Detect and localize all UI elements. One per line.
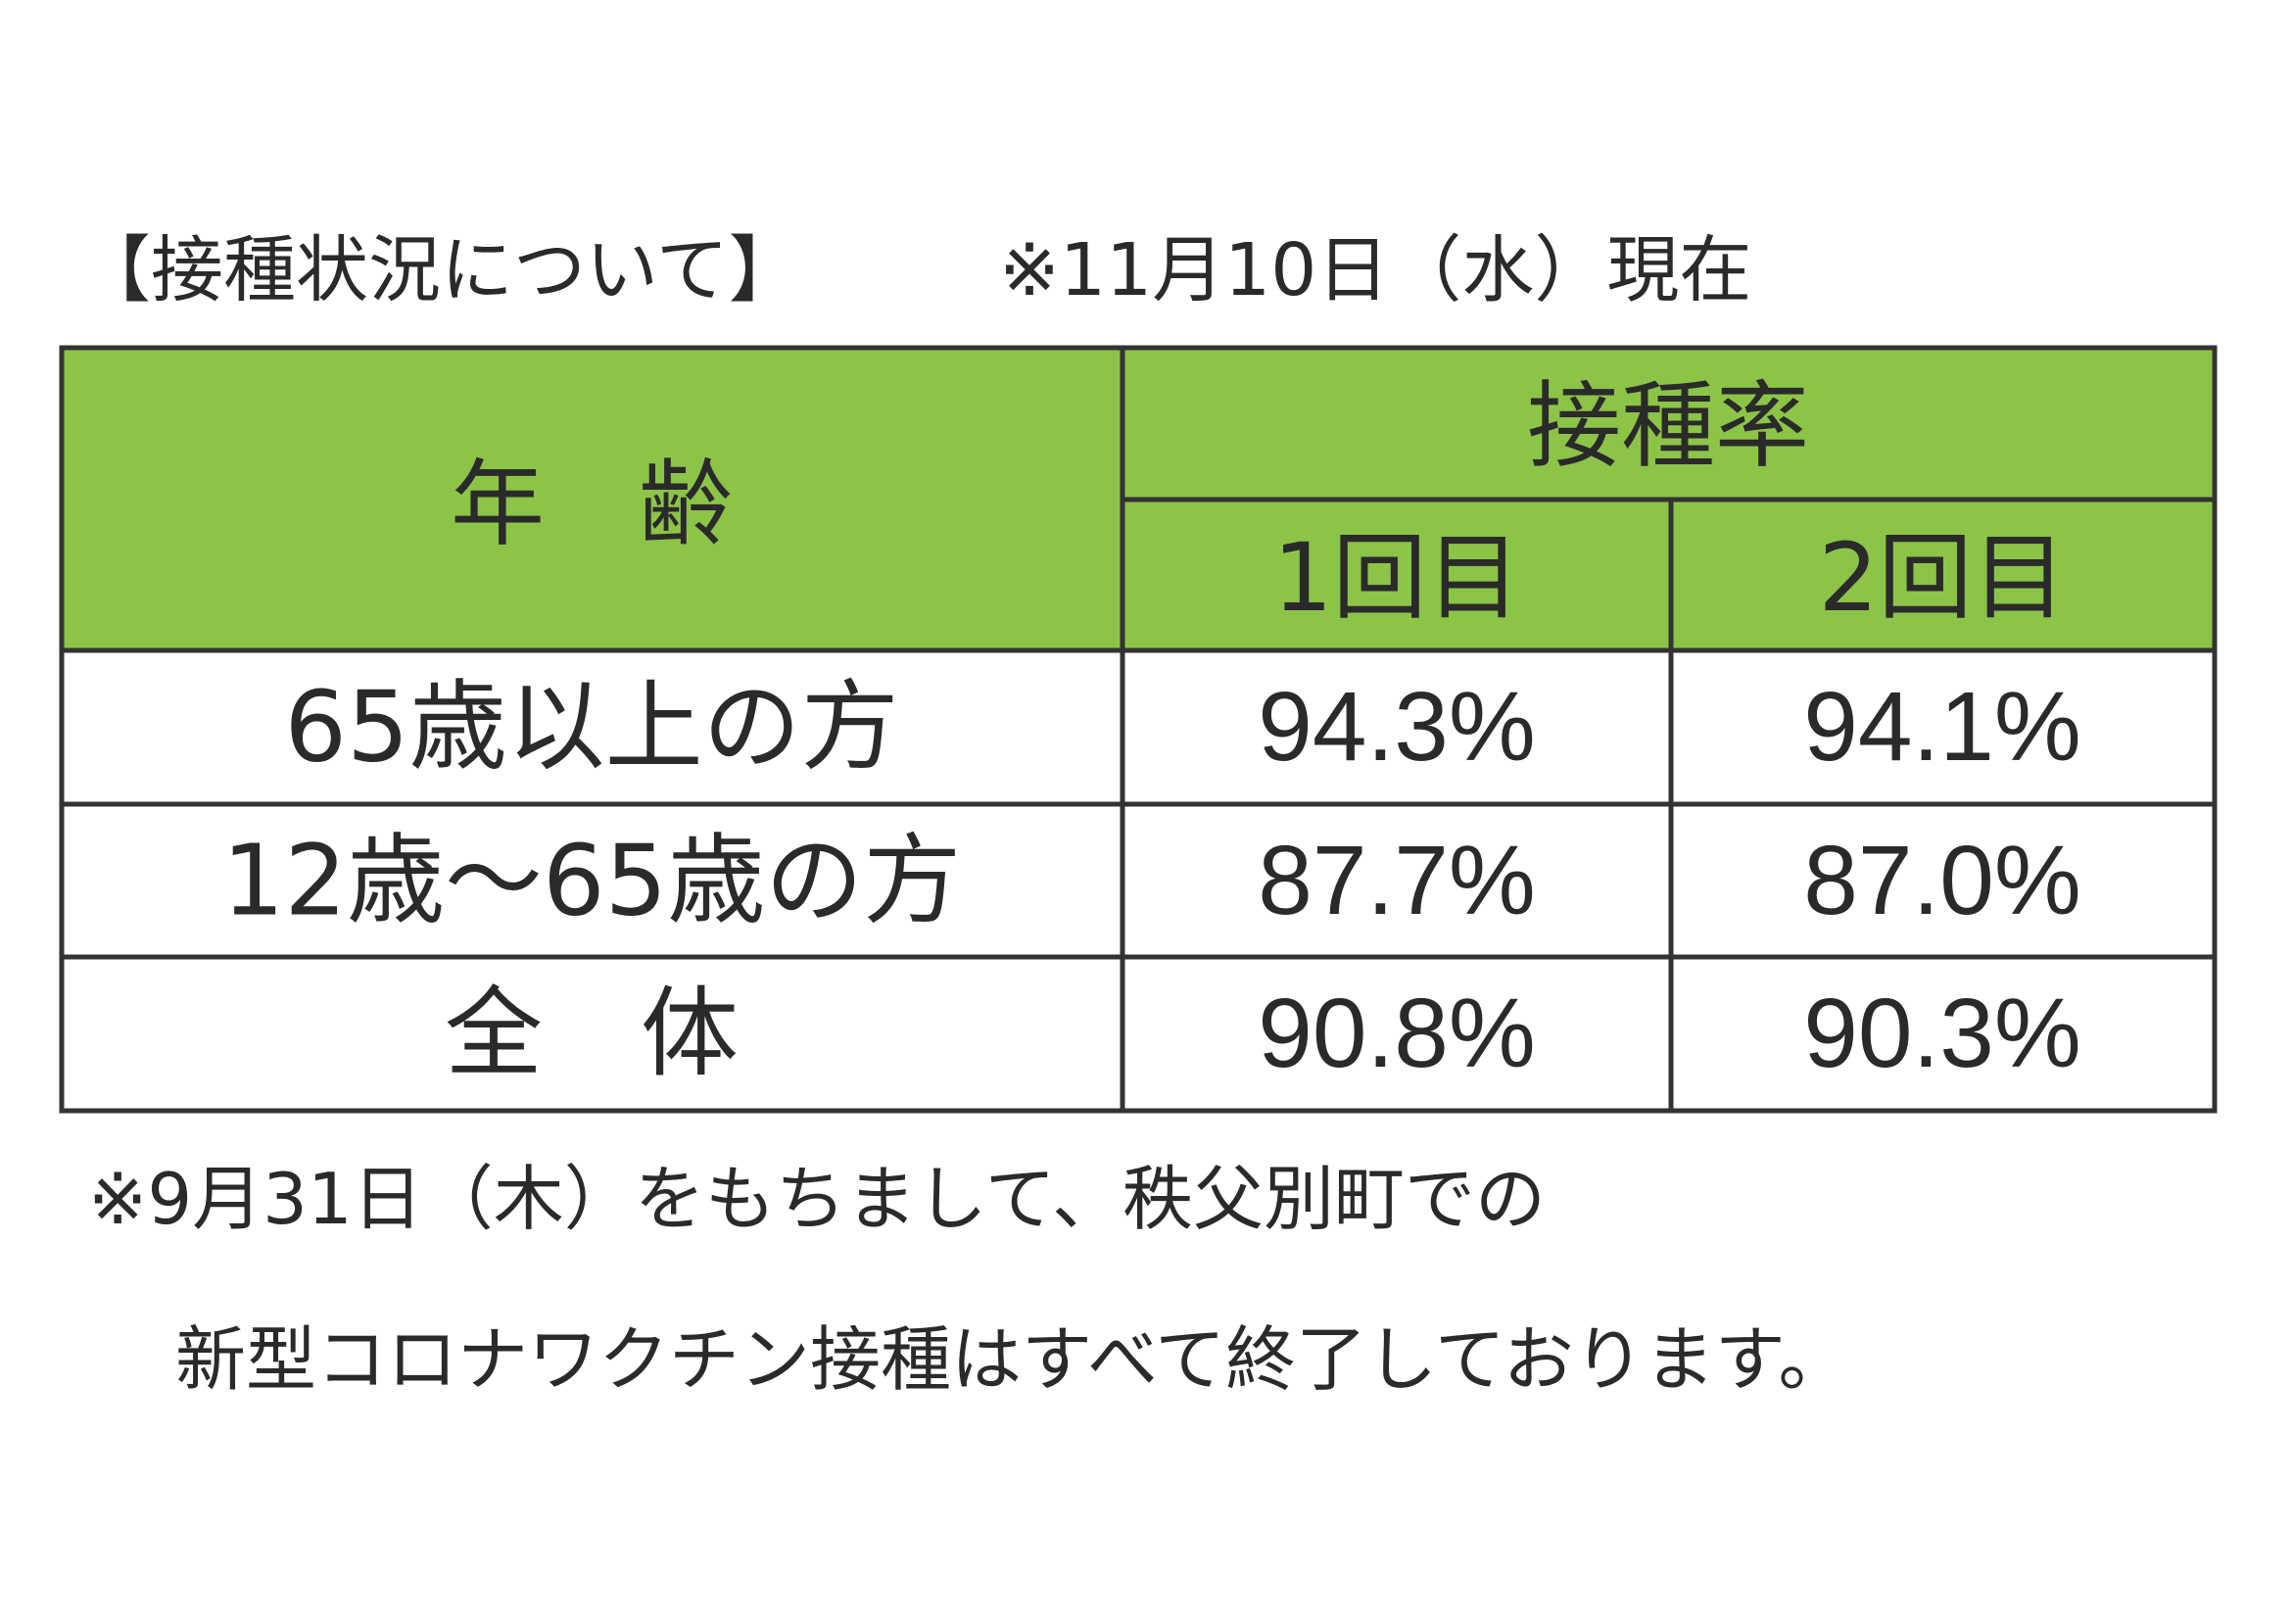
first-rate: 87.7%	[1258, 826, 1536, 935]
second-rate: 94.1%	[1803, 672, 2081, 782]
second-rate: 87.0%	[1803, 826, 2081, 935]
title: 【接種状況について】	[78, 228, 801, 312]
note: ※9月31日（木）をもちまして、秩父別町での	[88, 1158, 1546, 1240]
header-second: 2回目	[1818, 523, 2066, 633]
note: 新型コロナワクチン接種はすべて終了しております。	[175, 1318, 1849, 1401]
header-rate: 接種率	[1527, 371, 1809, 481]
first-rate: 90.8%	[1258, 979, 1536, 1088]
date: ※11月10日（水）現在	[999, 228, 1751, 312]
header-first: 1回目	[1272, 523, 1520, 633]
age-cell: 65歳以上の方	[284, 670, 898, 785]
table-grid	[59, 345, 2218, 1114]
age-cell: 12歳～65歳の方	[222, 824, 962, 938]
table-body: 65歳以上の方 94.3% 94.1% 12歳～65歳の方 87.7% 87.0% 全 体 9…	[222, 670, 2081, 1091]
header-age: 年 齢	[451, 450, 733, 559]
first-rate: 94.3%	[1258, 672, 1536, 782]
second-rate: 90.3%	[1803, 979, 2081, 1088]
age-cell: 全 体	[445, 977, 739, 1091]
